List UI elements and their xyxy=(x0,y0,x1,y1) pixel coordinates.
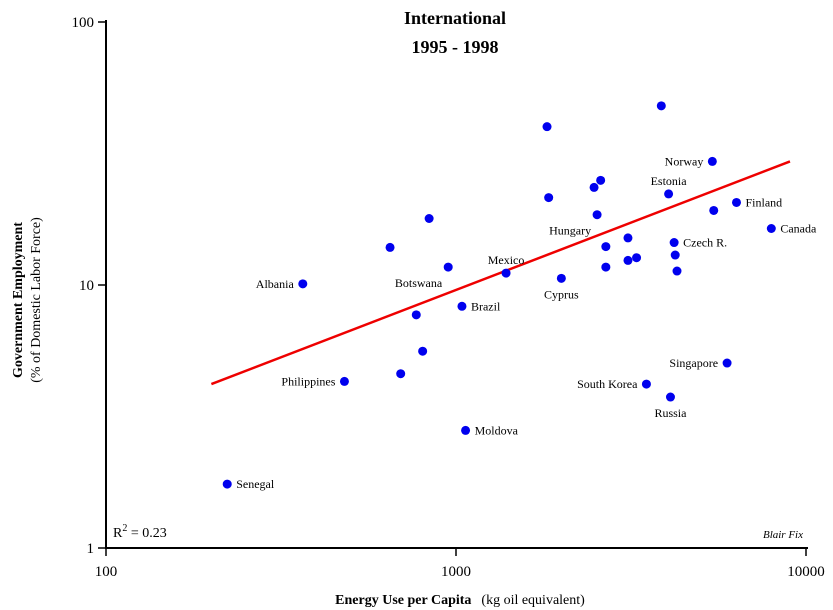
data-point xyxy=(669,238,679,248)
data-point xyxy=(707,156,717,166)
data-point xyxy=(731,197,741,207)
data-point xyxy=(443,262,453,272)
point-label: Philippines xyxy=(281,374,335,388)
credit-label: Blair Fix xyxy=(763,529,803,541)
r-squared-label: R2 = 0.23 xyxy=(113,523,167,541)
data-point xyxy=(222,479,232,489)
y-axis-label-main: Government Employment xyxy=(11,222,26,378)
data-point xyxy=(601,242,611,252)
y-tick-label: 1 xyxy=(87,541,95,557)
data-point xyxy=(656,101,666,111)
point-label: Senegal xyxy=(236,477,275,491)
point-label: Finland xyxy=(745,195,782,209)
r-squared-exponent: 2 xyxy=(122,523,127,534)
data-point xyxy=(424,213,434,223)
data-point xyxy=(641,379,651,389)
data-point xyxy=(298,279,308,289)
data-point xyxy=(601,262,611,272)
data-point xyxy=(457,301,467,311)
r-squared-value: = 0.23 xyxy=(127,526,166,541)
y-tick-label: 100 xyxy=(72,15,95,31)
data-point xyxy=(411,310,421,320)
y-axis-label-unit: (% of Domestic Labor Force) xyxy=(29,217,44,383)
data-point xyxy=(709,205,719,215)
point-label: Brazil xyxy=(471,299,501,313)
data-point xyxy=(664,189,674,199)
data-point xyxy=(722,358,732,368)
x-axis-label-unit: (kg oil equivalent) xyxy=(481,593,585,608)
x-axis-label: Energy Use per Capita (kg oil equivalent… xyxy=(335,591,585,608)
data-point xyxy=(396,369,406,379)
data-point xyxy=(542,122,552,132)
point-label: Singapore xyxy=(669,356,718,370)
point-label: Albania xyxy=(256,277,295,291)
data-point xyxy=(339,376,349,386)
chart-title-line-1: International xyxy=(404,8,506,28)
point-label: Norway xyxy=(665,154,704,168)
data-point xyxy=(544,193,554,203)
data-point xyxy=(670,250,680,260)
data-point xyxy=(665,392,675,402)
data-point xyxy=(623,233,633,243)
chart-title-line-2: 1995 - 1998 xyxy=(412,37,499,57)
y-tick-label: 10 xyxy=(79,278,94,294)
trendline-group xyxy=(210,160,791,386)
point-label: Canada xyxy=(780,221,817,235)
data-point xyxy=(556,273,566,283)
axis-ticks: 100 1000 10000 1 10 100 xyxy=(72,15,825,580)
data-point xyxy=(418,346,428,356)
point-label: Hungary xyxy=(549,224,591,238)
x-tick-label: 100 xyxy=(95,564,118,580)
point-label: Mexico xyxy=(488,253,525,267)
data-point xyxy=(589,182,599,192)
data-point xyxy=(672,266,682,276)
point-label: Botswana xyxy=(395,276,443,290)
r-squared-symbol: R xyxy=(113,526,123,541)
data-point xyxy=(632,253,642,263)
point-label: South Korea xyxy=(577,377,638,391)
data-point xyxy=(766,223,776,233)
x-tick-label: 1000 xyxy=(441,564,471,580)
trend-line xyxy=(210,160,791,386)
data-point xyxy=(385,242,395,252)
data-points xyxy=(222,101,776,489)
data-point xyxy=(592,210,602,220)
data-point xyxy=(501,268,511,278)
point-label: Moldova xyxy=(475,423,519,437)
point-label: Estonia xyxy=(651,174,688,188)
point-labels: Senegal Albania Philippines Botswana Brazil M… xyxy=(236,154,817,491)
point-label: Czech R. xyxy=(683,236,727,250)
data-point xyxy=(596,175,606,185)
data-point xyxy=(623,255,633,265)
x-tick-label: 10000 xyxy=(787,564,825,580)
data-point xyxy=(461,425,471,435)
point-label: Russia xyxy=(654,406,687,420)
x-axis-label-main: Energy Use per Capita xyxy=(335,593,471,608)
point-label: Cyprus xyxy=(544,287,579,301)
